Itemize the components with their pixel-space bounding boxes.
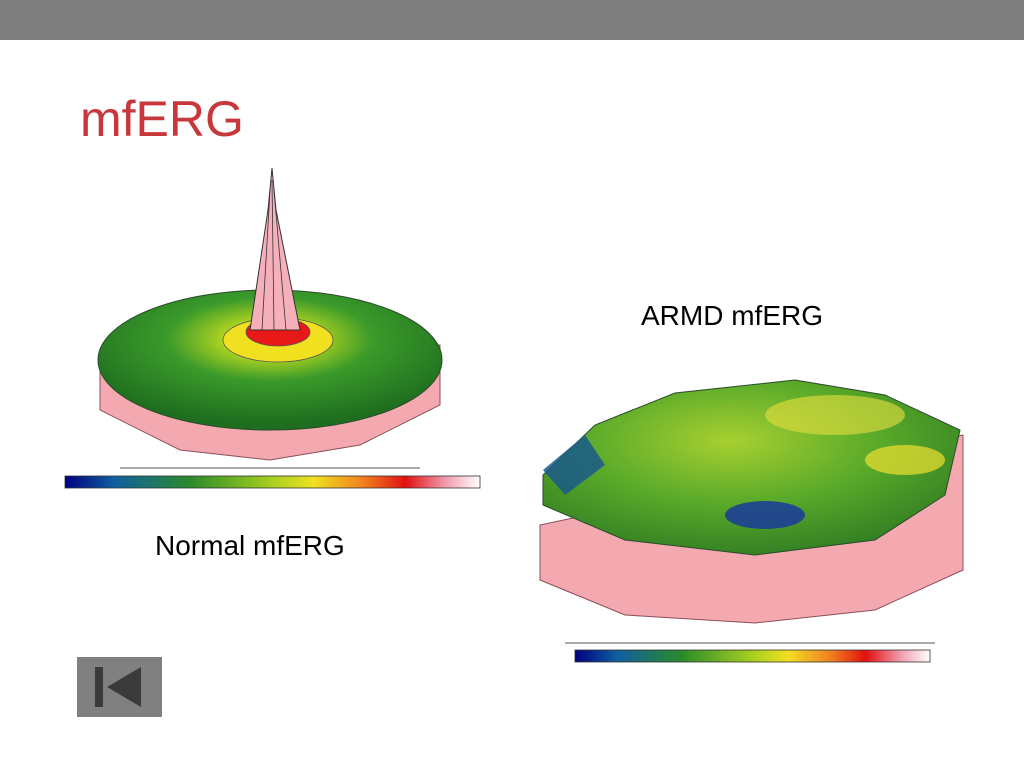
slide-title: mfERG: [80, 91, 244, 147]
top-bar: [0, 0, 1024, 40]
back-button[interactable]: [77, 657, 162, 717]
figure-caption: Normal mfERG: [155, 530, 345, 561]
figure-caption: ARMD mfERG: [641, 300, 823, 331]
back-icon: [95, 667, 141, 707]
normal-mferg-plot: [64, 167, 481, 489]
armd-mferg-plot: [539, 379, 964, 663]
